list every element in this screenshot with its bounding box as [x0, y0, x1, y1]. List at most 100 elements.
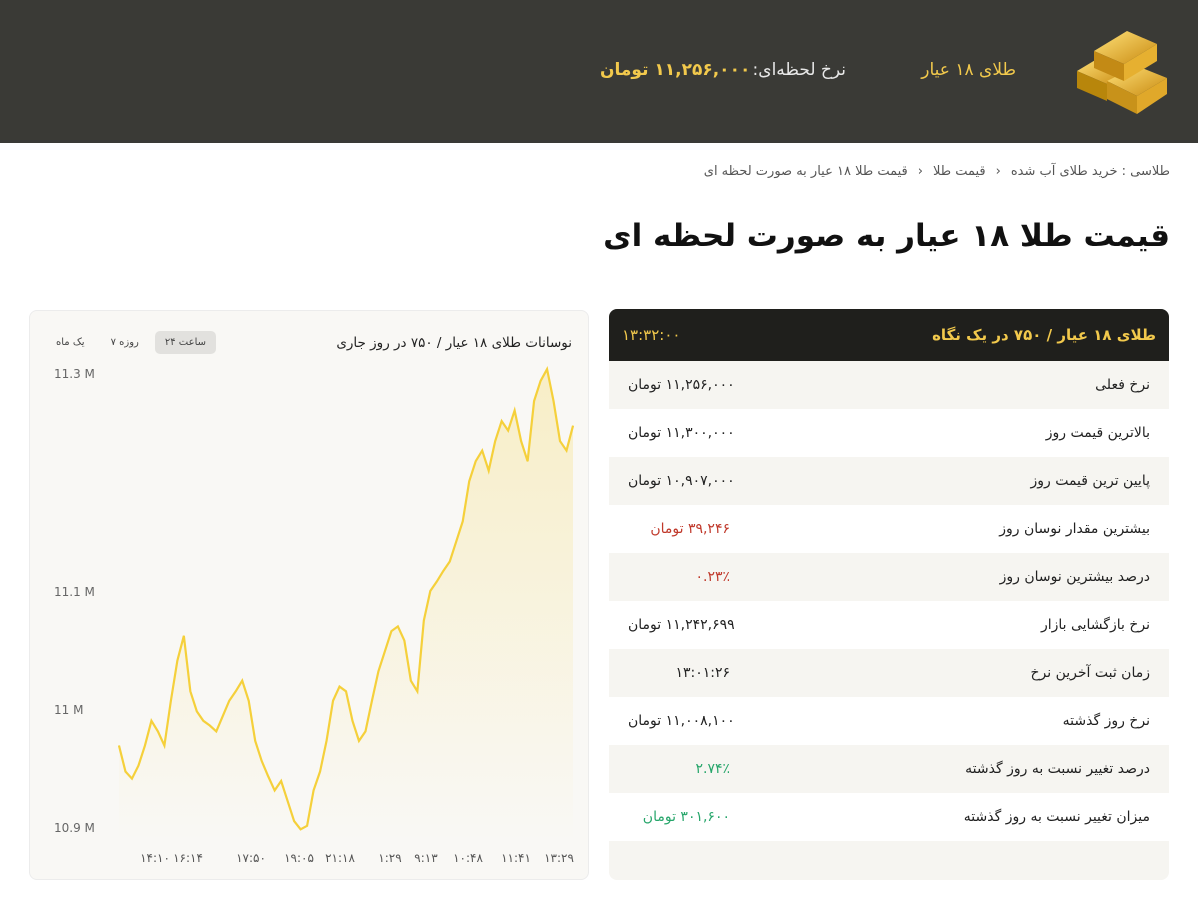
- breadcrumb-gold-price[interactable]: قیمت طلا: [932, 164, 986, 179]
- price-point: [189, 690, 191, 692]
- x-tick-label: ۱۱:۴۱: [501, 851, 531, 865]
- tab-1-month[interactable]: یک ماه: [56, 337, 85, 348]
- price-point: [358, 740, 360, 742]
- x-tick-label: ۱۰:۴۸: [453, 851, 483, 865]
- row-label: نرخ بازگشایی بازار: [1040, 617, 1150, 633]
- price-point: [410, 680, 412, 682]
- tab-24-hours[interactable]: ۲۴ ساعت: [154, 331, 216, 354]
- price-point: [384, 650, 386, 652]
- price-point: [442, 570, 444, 572]
- price-point: [144, 745, 146, 747]
- price-point: [124, 771, 126, 773]
- price-point: [228, 700, 230, 702]
- row-label: زمان ثبت آخرین نرخ: [1030, 665, 1150, 681]
- price-point: [371, 700, 373, 702]
- summary-row: نرخ فعلی ۱۱,۲۵۶,۰۰۰ تومان: [609, 361, 1169, 409]
- breadcrumb: طلاسی : خرید طلای آب شده ‹ قیمت طلا ‹ قی…: [704, 164, 1170, 179]
- summary-row: درصد بیشترین نوسان روز ۰.۲۳٪: [609, 553, 1169, 601]
- price-point: [403, 640, 405, 642]
- price-point: [494, 440, 496, 442]
- row-value: ۱۰,۹۰۷,۰۰۰ تومان: [628, 473, 735, 489]
- product-name: طلای ۱۸ عیار: [921, 60, 1016, 80]
- price-point: [416, 690, 418, 692]
- price-point: [137, 765, 139, 767]
- summary-row: درصد تغییر نسبت به روز گذشته ۲.۷۴٪: [609, 745, 1169, 793]
- price-point: [449, 561, 451, 562]
- x-tick-label: ۱۹:۰۵: [284, 851, 314, 865]
- summary-row: بالاترین قیمت روز ۱۱,۳۰۰,۰۰۰ تومان: [609, 409, 1169, 457]
- chevron-left-icon: ‹: [995, 164, 1001, 179]
- price-point: [183, 635, 185, 637]
- price-point: [436, 581, 438, 583]
- price-point: [267, 775, 269, 777]
- summary-row: بیشترین مقدار نوسان روز ۳۹,۲۴۶ تومان: [609, 505, 1169, 553]
- price-point: [248, 700, 250, 702]
- row-value: ۲.۷۴٪: [695, 761, 730, 777]
- panel-title: طلای ۱۸ عیار / ۷۵۰ در یک نگاه: [932, 326, 1156, 344]
- price-point: [377, 670, 379, 672]
- x-tick-label: ۱۳:۲۹: [544, 851, 574, 865]
- price-point: [241, 680, 243, 682]
- price-point: [202, 720, 204, 722]
- row-label: میزان تغییر نسبت به روز گذشته: [963, 809, 1150, 825]
- price-point: [559, 440, 561, 442]
- price-point: [261, 760, 263, 762]
- price-point: [339, 686, 341, 688]
- gold-bars-logo: [1077, 31, 1167, 114]
- summary-panel: طلای ۱۸ عیار / ۷۵۰ در یک نگاه ۱۳:۳۲:۰۰ ن…: [609, 309, 1169, 880]
- y-tick-label: 10.9 M: [54, 821, 95, 835]
- price-point: [390, 630, 392, 632]
- price-point: [274, 789, 276, 791]
- summary-row: پایین ترین قیمت روز ۱۰,۹۰۷,۰۰۰ تومان: [609, 457, 1169, 505]
- price-point: [163, 745, 165, 747]
- price-point: [254, 740, 256, 742]
- row-label: نرخ فعلی: [1095, 377, 1150, 393]
- summary-row: نرخ بازگشایی بازار ۱۱,۲۴۲,۶۹۹ تومان: [609, 601, 1169, 649]
- x-tick-label: ۱۴:۱۰: [140, 851, 170, 865]
- price-point: [572, 425, 574, 427]
- breadcrumb-home[interactable]: طلاسی : خرید طلای آب شده: [1010, 164, 1170, 179]
- price-point: [429, 590, 431, 592]
- price-point: [332, 700, 334, 702]
- panel-time: ۱۳:۳۲:۰۰: [622, 326, 681, 344]
- x-tick-label: ۱۶:۱۴: [173, 851, 203, 865]
- price-point: [293, 820, 295, 822]
- price-point: [481, 450, 483, 452]
- price-point: [566, 450, 568, 452]
- price-chart: نوسانات طلای ۱۸ عیار / ۷۵۰ در روز جاری ی…: [29, 310, 589, 880]
- row-label: درصد بیشترین نوسان روز: [999, 569, 1150, 585]
- price-point: [533, 400, 535, 402]
- price-point: [131, 778, 133, 780]
- price-point: [546, 368, 548, 370]
- price-point: [364, 730, 366, 732]
- row-label: نرخ روز گذشته: [1062, 713, 1150, 729]
- price-point: [235, 690, 237, 692]
- breadcrumb-current: قیمت طلا ۱۸ عیار به صورت لحظه ای: [703, 164, 908, 179]
- price-point: [150, 720, 152, 722]
- price-point: [326, 740, 328, 742]
- price-point: [553, 400, 555, 402]
- row-label: درصد تغییر نسبت به روز گذشته: [965, 761, 1150, 777]
- chart-title: نوسانات طلای ۱۸ عیار / ۷۵۰ در روز جاری: [336, 335, 572, 351]
- price-point: [501, 420, 503, 422]
- price-point: [222, 715, 224, 717]
- x-tick-label: ۱:۲۹: [378, 851, 401, 865]
- x-tick-label: ۲۱:۱۸: [325, 851, 355, 865]
- row-label: بیشترین مقدار نوسان روز: [999, 521, 1150, 537]
- price-point: [170, 700, 172, 702]
- row-value: ۱۱,۲۴۲,۶۹۹ تومان: [628, 617, 735, 633]
- row-value: ۱۱,۲۵۶,۰۰۰ تومان: [628, 377, 735, 393]
- price-point: [527, 460, 529, 462]
- price-point: [215, 730, 217, 732]
- range-tabs: یک ماه ۷ روزه ۲۴ ساعت: [46, 331, 216, 354]
- price-point: [209, 725, 211, 727]
- row-label: پایین ترین قیمت روز: [1030, 473, 1150, 489]
- price-point: [313, 789, 315, 791]
- tab-7-days[interactable]: ۷ روزه: [110, 337, 139, 348]
- price-point: [280, 780, 282, 782]
- page-title: قیمت طلا ۱۸ عیار به صورت لحظه ای: [603, 218, 1170, 254]
- x-tick-label: ۱۷:۵۰: [236, 851, 266, 865]
- price-point: [306, 825, 308, 827]
- price-point: [118, 745, 120, 747]
- price-point: [514, 409, 516, 411]
